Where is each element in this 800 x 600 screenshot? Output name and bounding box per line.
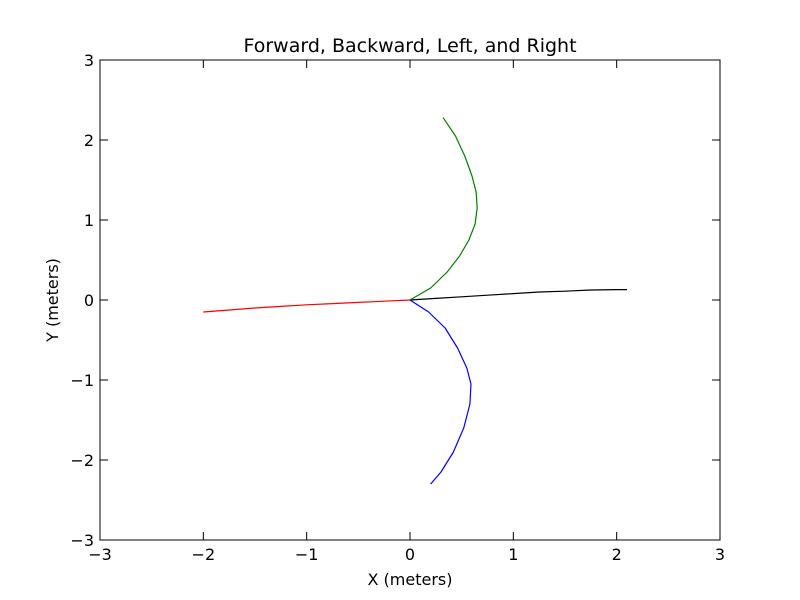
series-line-1 [409,289,627,301]
series-line-4 [409,299,472,485]
plot-frame [99,59,721,541]
x-axis-label: X (meters) [368,570,453,589]
series-layer [203,117,627,485]
x-tick-label: 1 [508,545,518,564]
x-tick-label: 3 [715,545,725,564]
x-tick-label: −2 [192,545,216,564]
ticks-layer: −3 −2 −1 0 1 2 3 −3 −2 −1 0 1 2 3 [70,51,725,564]
chart-title: Forward, Backward, Left, and Right [243,35,576,57]
x-tick-label: −1 [295,545,319,564]
y-axis-label: Y (meters) [43,258,62,343]
series-line-3 [409,117,478,301]
x-tick-label: −3 [88,545,112,564]
y-tick-label: −2 [70,451,94,470]
x-tick-label: 2 [612,545,622,564]
y-tick-label: 0 [84,291,94,310]
x-tick-label: 0 [405,545,415,564]
y-tick-label: −1 [70,371,94,390]
y-tick-label: 3 [84,51,94,70]
series-line-2 [203,299,411,313]
y-tick-label: −3 [70,531,94,550]
y-tick-label: 1 [84,211,94,230]
y-tick-label: 2 [84,131,94,150]
